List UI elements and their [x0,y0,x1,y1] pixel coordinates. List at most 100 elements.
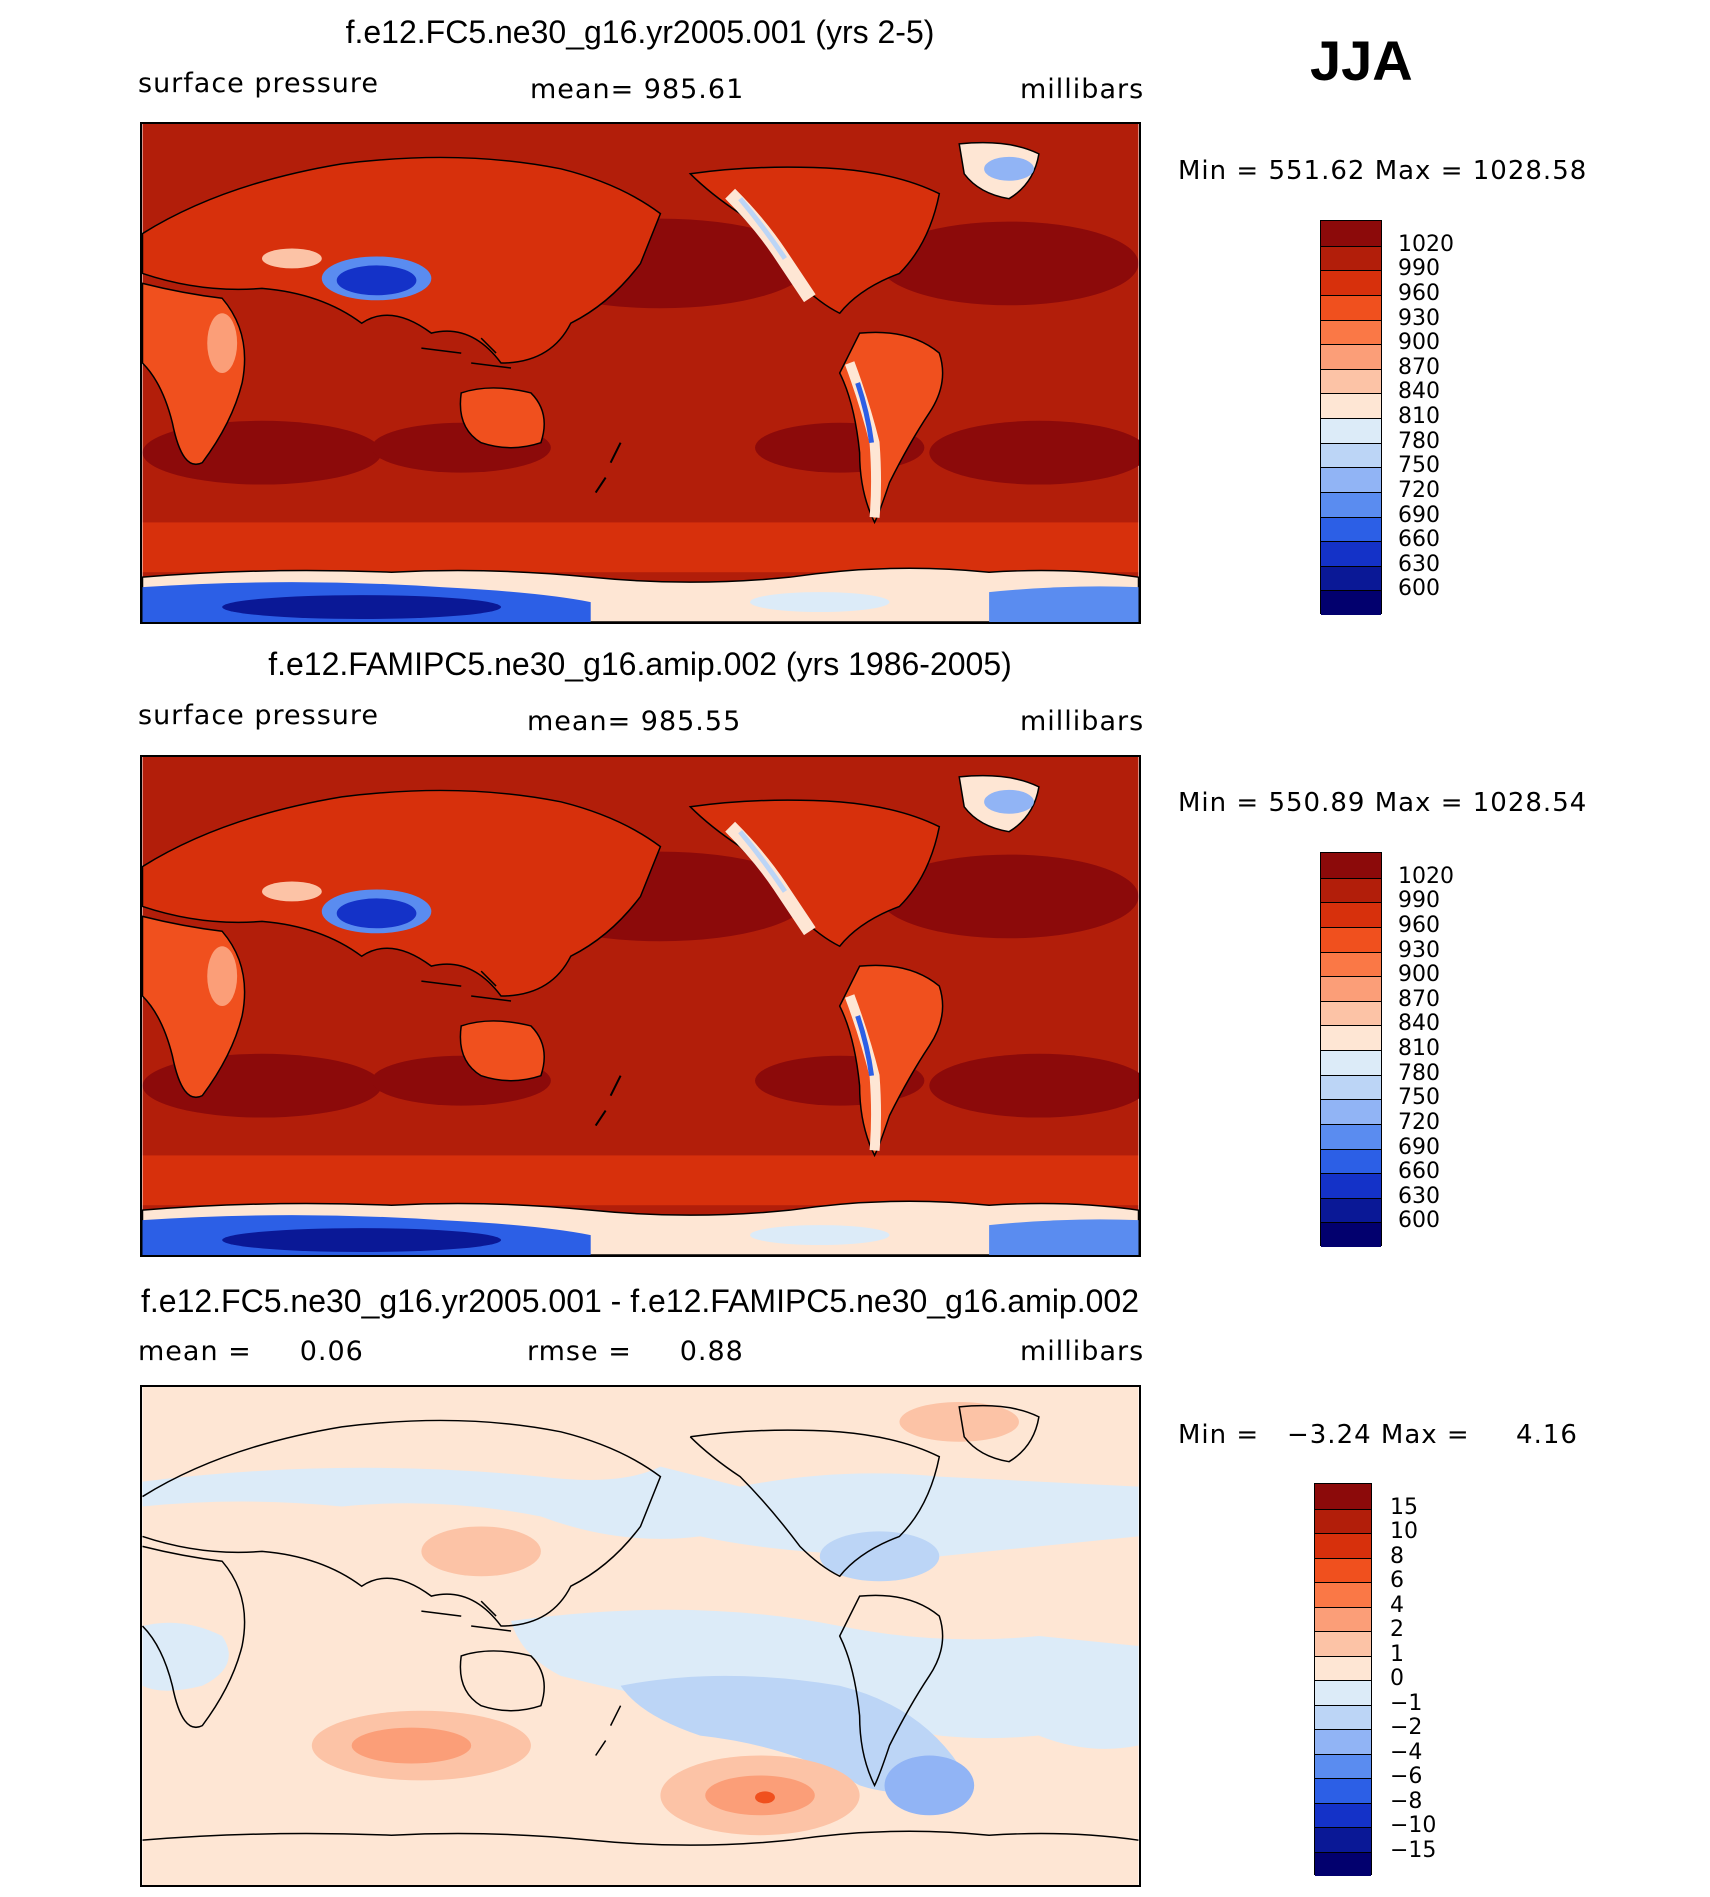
colorbar-label: 1020 [1398,863,1454,889]
colorbar-label: 720 [1398,477,1440,503]
colorbar-box [1321,516,1381,542]
colorbar-box [1321,442,1381,468]
colorbar-box [1321,853,1381,878]
south-pacific-negative [620,1675,960,1793]
colorbar-box [1321,221,1381,246]
colorbar-box [1315,1606,1371,1631]
panel-2-units-label: millibars [1020,706,1145,737]
colorbar-label: 810 [1398,1036,1440,1061]
colorbar-box [1321,491,1381,517]
drake-negative [884,1755,975,1816]
colorbar-box [1321,418,1381,443]
colorbar-label: 660 [1398,527,1440,553]
rockies-core [738,197,787,260]
panel-2-mean-label: mean= 985.55 [527,706,742,737]
highland-patch [262,881,322,902]
colorbar-label: 990 [1398,256,1440,282]
indonesia-islands [421,337,512,369]
colorbar-label: 810 [1398,404,1440,429]
south-america-landmass [838,964,944,1158]
coastlines [142,1404,1139,1846]
west-antarctica-plateau [989,1219,1139,1255]
ross-shelf [750,592,890,613]
colorbar-box [1321,319,1381,345]
panel-3-title: f.e12.FC5.ne30_g16.yr2005.001 - f.e12.FA… [140,1283,1139,1319]
panel-2-minmax: Min = 550.89 Max = 1028.54 [1178,788,1588,818]
colorbar-label: 690 [1398,1134,1440,1160]
panel-1-mean-label: mean= 985.61 [530,74,745,105]
colorbar-label: 870 [1398,354,1440,380]
colorbar-box [1321,1197,1381,1223]
colorbar-label: 870 [1398,986,1440,1012]
colorbar-box [1321,1123,1381,1149]
ross-shelf [750,1225,890,1246]
colorbar-label: 840 [1398,379,1440,405]
highland-patch [262,248,322,269]
colorbar-label: 780 [1398,1060,1440,1086]
panel-1-units-label: millibars [1020,74,1145,105]
tropical-negative-band [511,1609,1139,1739]
colorbar-box [1321,877,1381,903]
new-zealand [594,442,622,494]
colorbar-box [1315,1802,1371,1827]
colorbar-box [1321,393,1381,418]
east-antarctica-low [222,595,502,620]
panel-2-colorbar [1320,852,1382,1247]
colorbar-box [1315,1704,1371,1729]
colorbar-label: −1 [1390,1690,1423,1716]
colorbar-box [1315,1533,1371,1558]
colorbar-label: 6 [1390,1568,1404,1593]
north-atlantic-high [879,221,1139,306]
panel-3-minmax: Min = −3.24 Max = 4.16 [1178,1420,1578,1450]
panel-2-map-plot [142,757,1139,1255]
colorbar-box [1315,1851,1371,1876]
colorbar-label: 900 [1398,330,1440,356]
pacific-positive-max [755,1791,775,1804]
colorbar-label: 2 [1390,1617,1404,1642]
colorbar-label: −6 [1390,1764,1423,1789]
west-antarctica-plateau [989,586,1139,622]
colorbar-box [1321,1025,1381,1050]
colorbar-label: 630 [1398,551,1440,577]
colorbar-label: 960 [1398,912,1440,938]
indonesia-islands [421,970,512,1002]
colorbar-box [1321,1222,1381,1247]
greenland-positive [899,1401,1019,1442]
colorbar-box [1321,368,1381,394]
colorbar-box [1321,245,1381,271]
colorbar-label: 840 [1398,1011,1440,1037]
season-label: JJA [1310,29,1413,92]
colorbar-label: 600 [1398,576,1440,602]
tibet-low-inner [336,265,417,296]
colorbar-label: 630 [1398,1183,1440,1209]
colorbar-label: 8 [1390,1543,1404,1569]
panel-1-minmax: Min = 551.62 Max = 1028.58 [1178,156,1588,186]
colorbar-label: 1020 [1398,231,1454,257]
colorbar-label: −10 [1390,1813,1437,1838]
colorbar-box [1315,1631,1371,1656]
new-zealand [594,1075,622,1127]
indian-positive-core [351,1727,472,1764]
colorbar-label: 0 [1390,1666,1404,1691]
colorbar-box [1315,1557,1371,1582]
andes-core [855,1015,875,1077]
colorbar-label: 930 [1398,937,1440,963]
panel-1-map-plot [142,124,1139,622]
panel-2-variable-label: surface pressure [138,700,379,731]
greenland-icecap [984,156,1034,181]
colorbar-box [1321,951,1381,977]
colorbar-box [1315,1484,1371,1509]
colorbar-label: −8 [1390,1788,1423,1814]
colorbar-label: 4 [1390,1592,1404,1618]
colorbar-label: 720 [1398,1109,1440,1135]
southern-ocean-band [142,1155,1139,1206]
colorbar-label: 10 [1390,1519,1418,1544]
colorbar-label: 690 [1398,502,1440,528]
colorbar-box [1315,1680,1371,1705]
colorbar-box [1315,1508,1371,1533]
australia-landmass [459,1020,545,1082]
rockies-core [738,830,787,893]
north-atlantic-high [879,854,1139,939]
africa-negative [142,1622,229,1691]
colorbar-box [1321,1000,1381,1026]
